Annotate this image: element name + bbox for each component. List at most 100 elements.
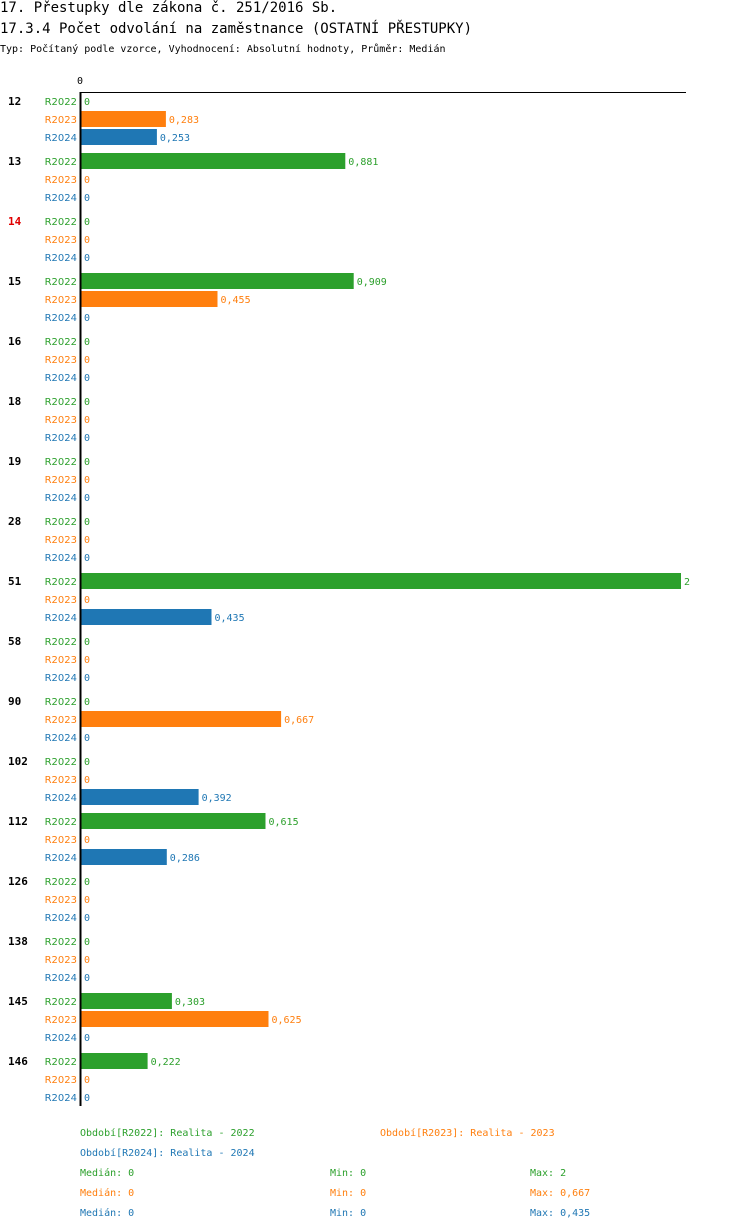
value-label-58-R2024: 0 <box>84 673 90 684</box>
series-label-90-R2022: R2022 <box>45 697 77 708</box>
page-title: 17. Přestupky dle zákona č. 251/2016 Sb. <box>0 0 338 16</box>
series-label-112-R2022: R2022 <box>45 817 77 828</box>
series-label-146-R2022: R2022 <box>45 1057 77 1068</box>
bar-12-R2024 <box>81 129 157 145</box>
chart-meta: Typ: Počítaný podle vzorce, Vyhodnocení:… <box>0 44 446 55</box>
value-label-19-R2022: 0 <box>84 457 90 468</box>
value-label-146-R2024: 0 <box>84 1093 90 1104</box>
series-label-126-R2024: R2024 <box>45 913 77 924</box>
value-label-28-R2022: 0 <box>84 517 90 528</box>
stat-median-r2023: Medián: 0 <box>80 1188 135 1199</box>
value-label-15-R2022: 0,909 <box>357 277 387 288</box>
value-label-13-R2022: 0,881 <box>348 157 378 168</box>
stat-median-r2024: Medián: 0 <box>80 1208 135 1219</box>
series-label-18-R2022: R2022 <box>45 397 77 408</box>
value-label-14-R2023: 0 <box>84 235 90 246</box>
stat-min-r2023: Min: 0 <box>330 1188 367 1199</box>
category-label-90: 90 <box>8 695 21 708</box>
series-label-16-R2022: R2022 <box>45 337 77 348</box>
legend-r2022: Období[R2022]: Realita - 2022 <box>80 1128 255 1139</box>
value-label-58-R2022: 0 <box>84 637 90 648</box>
value-label-15-R2023: 0,455 <box>221 295 251 306</box>
value-label-146-R2022: 0,222 <box>151 1057 181 1068</box>
value-label-90-R2024: 0 <box>84 733 90 744</box>
value-label-90-R2023: 0,667 <box>284 715 314 726</box>
series-label-19-R2024: R2024 <box>45 493 77 504</box>
series-label-19-R2023: R2023 <box>45 475 77 486</box>
value-label-112-R2023: 0 <box>84 835 90 846</box>
category-label-51: 51 <box>8 575 22 588</box>
series-label-13-R2023: R2023 <box>45 175 77 186</box>
value-label-112-R2024: 0,286 <box>170 853 200 864</box>
series-label-12-R2022: R2022 <box>45 97 77 108</box>
value-label-102-R2023: 0 <box>84 775 90 786</box>
series-label-90-R2024: R2024 <box>45 733 77 744</box>
series-label-102-R2024: R2024 <box>45 793 77 804</box>
series-label-12-R2024: R2024 <box>45 133 77 144</box>
series-label-12-R2023: R2023 <box>45 115 77 126</box>
bar-15-R2022 <box>81 273 354 289</box>
value-label-19-R2023: 0 <box>84 475 90 486</box>
value-label-126-R2024: 0 <box>84 913 90 924</box>
bar-13-R2022 <box>81 153 346 169</box>
category-label-16: 16 <box>8 335 22 348</box>
bar-102-R2024 <box>81 789 199 805</box>
category-label-102: 102 <box>8 755 28 768</box>
series-label-19-R2022: R2022 <box>45 457 77 468</box>
x-tick-label: 0 <box>77 76 83 87</box>
value-label-28-R2023: 0 <box>84 535 90 546</box>
value-label-145-R2023: 0,625 <box>272 1015 302 1026</box>
value-label-16-R2024: 0 <box>84 373 90 384</box>
series-label-138-R2024: R2024 <box>45 973 77 984</box>
series-label-90-R2023: R2023 <box>45 715 77 726</box>
series-label-58-R2024: R2024 <box>45 673 77 684</box>
series-label-28-R2022: R2022 <box>45 517 77 528</box>
series-label-112-R2023: R2023 <box>45 835 77 846</box>
bar-145-R2023 <box>81 1011 269 1027</box>
series-label-28-R2024: R2024 <box>45 553 77 564</box>
category-label-12: 12 <box>8 95 21 108</box>
series-label-51-R2022: R2022 <box>45 577 77 588</box>
series-label-14-R2024: R2024 <box>45 253 77 264</box>
series-label-146-R2024: R2024 <box>45 1093 77 1104</box>
bar-51-R2022 <box>81 573 681 589</box>
stat-max-r2022: Max: 2 <box>530 1168 567 1179</box>
category-label-145: 145 <box>8 995 28 1008</box>
value-label-14-R2024: 0 <box>84 253 90 264</box>
value-label-138-R2023: 0 <box>84 955 90 966</box>
value-label-51-R2023: 0 <box>84 595 90 606</box>
series-label-18-R2023: R2023 <box>45 415 77 426</box>
series-label-14-R2022: R2022 <box>45 217 77 228</box>
category-label-126: 126 <box>8 875 28 888</box>
series-label-146-R2023: R2023 <box>45 1075 77 1086</box>
series-label-15-R2022: R2022 <box>45 277 77 288</box>
series-label-138-R2023: R2023 <box>45 955 77 966</box>
bar-146-R2022 <box>81 1053 148 1069</box>
value-label-102-R2024: 0,392 <box>202 793 232 804</box>
bar-12-R2023 <box>81 111 166 127</box>
value-label-90-R2022: 0 <box>84 697 90 708</box>
value-label-12-R2024: 0,253 <box>160 133 190 144</box>
series-label-126-R2023: R2023 <box>45 895 77 906</box>
series-label-102-R2023: R2023 <box>45 775 77 786</box>
value-label-138-R2022: 0 <box>84 937 90 948</box>
stat-min-r2022: Min: 0 <box>330 1168 367 1179</box>
series-label-112-R2024: R2024 <box>45 853 77 864</box>
series-label-28-R2023: R2023 <box>45 535 77 546</box>
value-label-145-R2022: 0,303 <box>175 997 205 1008</box>
series-label-126-R2022: R2022 <box>45 877 77 888</box>
value-label-112-R2022: 0,615 <box>269 817 299 828</box>
series-label-13-R2022: R2022 <box>45 157 77 168</box>
stat-min-r2024: Min: 0 <box>330 1208 367 1219</box>
chart-subtitle: 17.3.4 Počet odvolání na zaměstnance (OS… <box>0 21 473 37</box>
bar-112-R2024 <box>81 849 167 865</box>
value-label-18-R2024: 0 <box>84 433 90 444</box>
series-label-58-R2022: R2022 <box>45 637 77 648</box>
category-label-112: 112 <box>8 815 28 828</box>
bar-51-R2024 <box>81 609 212 625</box>
value-label-58-R2023: 0 <box>84 655 90 666</box>
value-label-16-R2023: 0 <box>84 355 90 366</box>
value-label-126-R2022: 0 <box>84 877 90 888</box>
value-label-126-R2023: 0 <box>84 895 90 906</box>
